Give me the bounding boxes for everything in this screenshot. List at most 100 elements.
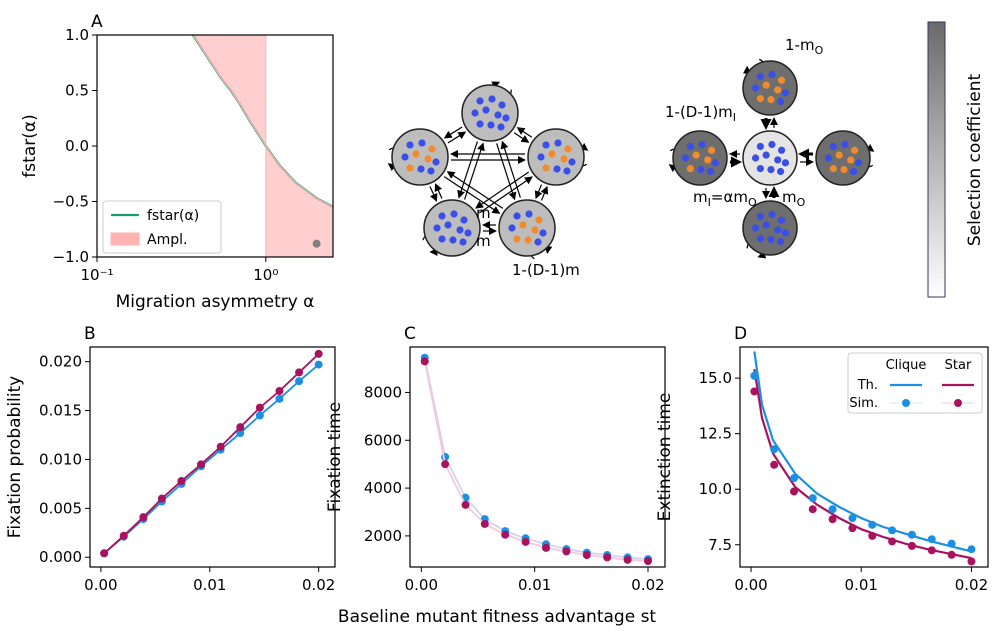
y-tick-label: 2000 — [364, 527, 402, 545]
data-point — [770, 445, 779, 454]
individual — [433, 224, 441, 232]
x-tick-label: 0.01 — [193, 576, 226, 594]
deme — [815, 130, 871, 186]
migration-arrow — [475, 171, 530, 209]
legend-row: Sim. — [849, 396, 878, 411]
migration-arrow — [443, 126, 463, 139]
x-tick-label: 0.00 — [734, 576, 767, 594]
individual — [427, 167, 435, 175]
y-tick-label: −0.5 — [53, 193, 89, 211]
individual — [502, 114, 510, 122]
legend-label: Ampl. — [147, 232, 187, 248]
x-tick-label: 0.02 — [302, 576, 335, 594]
data-point — [868, 520, 877, 529]
individual — [686, 165, 694, 173]
chart: A 10⁻¹ 10⁰ −1.0 −0.5 0.0 0.5 1.0 Migration asymm… — [20, 12, 334, 312]
legend-label: fstar(α) — [147, 208, 199, 224]
individual — [449, 236, 457, 244]
individual — [768, 140, 776, 149]
colorbar-label: Selection coefficient — [965, 73, 985, 246]
series-line — [423, 361, 649, 562]
series-line — [423, 357, 649, 561]
individual — [756, 95, 764, 103]
individual — [548, 150, 556, 158]
migration-arrow — [496, 143, 517, 201]
chart: B 0.00 0.01 0.02 0.000 0.005 0.010 0.015 0.020 Fi… — [5, 324, 336, 594]
diagram-label: mO — [782, 188, 806, 209]
deme — [672, 130, 728, 186]
y-tick-label: −1.0 — [53, 248, 89, 266]
individual — [438, 235, 446, 243]
y-tick-label: 0.000 — [39, 548, 82, 566]
plot-area — [100, 349, 323, 558]
individual — [444, 221, 452, 229]
migration-arrow — [434, 183, 443, 199]
data-point — [888, 526, 897, 535]
data-point — [947, 550, 956, 559]
data-point — [314, 360, 323, 369]
data-point — [197, 460, 206, 469]
individual — [542, 164, 550, 172]
individual — [835, 151, 843, 159]
deme — [461, 84, 519, 142]
data-point — [420, 357, 429, 366]
chart: C 0.00 0.01 0.02 2000 4000 6000 8000 Fixation ti… — [325, 324, 666, 594]
migration-arrow — [443, 176, 501, 214]
individual — [460, 216, 468, 224]
data-point — [868, 531, 877, 540]
diagram-label: mI=αmO — [693, 188, 757, 209]
individual — [450, 210, 458, 218]
individual — [704, 156, 712, 164]
individual — [498, 101, 506, 109]
deme — [742, 130, 798, 186]
shaded-region — [265, 144, 333, 257]
shaded-region — [192, 35, 267, 148]
data-point — [808, 494, 817, 503]
data-point — [314, 349, 323, 358]
data-point — [888, 537, 897, 546]
data-point — [501, 530, 510, 539]
individual — [762, 81, 770, 89]
star-labels: 1-mO 1-(D-1)mI mI=αmO mO — [665, 36, 824, 209]
legend-box — [847, 352, 983, 414]
data-point — [480, 519, 489, 528]
individual — [464, 229, 472, 237]
data-point — [848, 514, 857, 523]
data-point — [770, 460, 779, 469]
individual — [768, 70, 776, 79]
data-point — [100, 549, 109, 558]
y-axis-label: Extinction time — [655, 393, 675, 522]
individual — [686, 142, 694, 151]
individual — [756, 235, 764, 243]
diagram-label: m — [476, 232, 491, 250]
legend-swatch — [110, 232, 140, 246]
data-point — [582, 551, 591, 560]
individual — [564, 145, 572, 153]
data-point — [562, 547, 571, 556]
individual — [777, 216, 786, 224]
data-point — [295, 377, 304, 386]
individual — [692, 151, 700, 159]
individual — [456, 226, 464, 234]
data-point — [441, 460, 450, 469]
individual — [471, 109, 479, 117]
migration-arrow — [429, 186, 438, 202]
individual — [777, 237, 785, 246]
diagram-label: m — [476, 204, 491, 222]
panel-label: D — [734, 324, 747, 344]
individual — [488, 95, 496, 103]
individual — [508, 224, 516, 232]
individual — [781, 229, 790, 237]
individual — [767, 95, 775, 104]
data-point — [542, 543, 550, 552]
data-point — [275, 387, 284, 395]
individual — [524, 236, 532, 244]
y-tick-label: 4000 — [364, 479, 402, 497]
individual — [707, 146, 716, 154]
individual — [767, 165, 775, 174]
migration-arrow — [500, 140, 521, 198]
individual — [756, 212, 764, 221]
x-axis-label: Migration asymmetry α — [116, 292, 315, 312]
y-tick-label: 8000 — [364, 383, 402, 401]
y-tick-label: 0.0 — [65, 137, 89, 155]
